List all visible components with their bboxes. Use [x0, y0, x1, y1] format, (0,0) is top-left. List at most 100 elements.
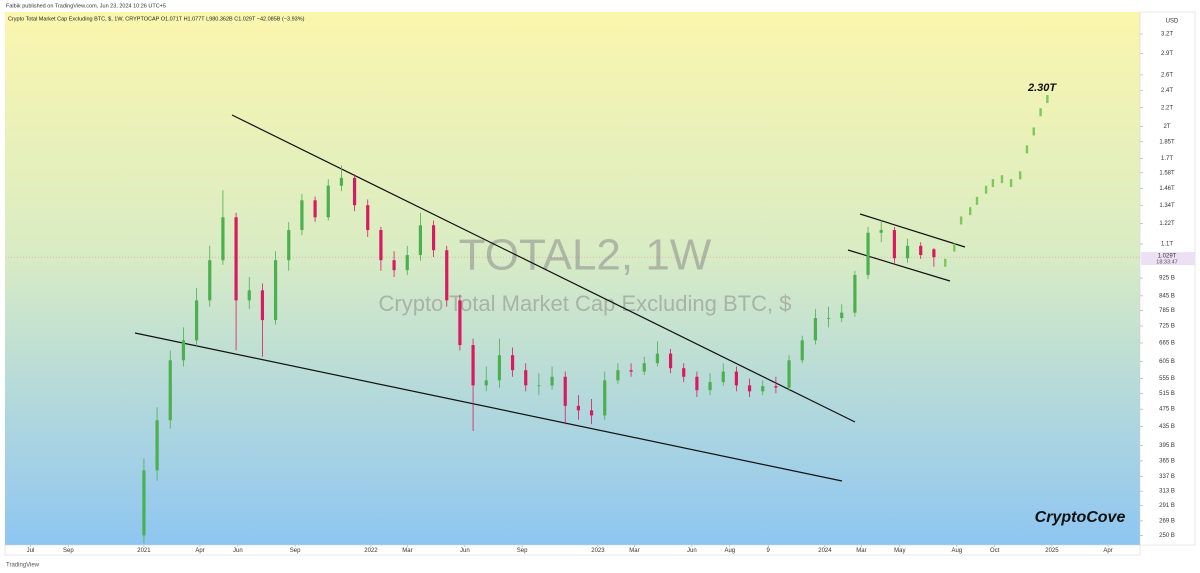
y-tick-label: 725 B	[1159, 324, 1175, 330]
candle-body	[431, 225, 436, 251]
y-tick-label: 269 B	[1159, 519, 1175, 525]
last-price-tag	[1141, 252, 1195, 266]
last-price-label: 1.029T	[1158, 254, 1177, 260]
x-tick-label: Apr	[1103, 548, 1112, 554]
y-tick-label: 337 B	[1159, 474, 1175, 480]
x-tick-label: Jun	[233, 548, 243, 554]
candle-body	[642, 363, 646, 372]
candle-body	[392, 260, 396, 271]
projection-bar	[959, 216, 963, 225]
x-tick-label: Oct	[990, 548, 1000, 554]
lower-trend-line	[134, 332, 843, 482]
watermark-subtitle: Crypto Total Market Cap Excluding BTC, $	[379, 291, 792, 316]
x-tick-label: Aug	[951, 548, 962, 554]
x-tick-label: 2021	[137, 548, 151, 554]
candle-body	[142, 470, 146, 536]
y-tick-label: 785 B	[1159, 308, 1175, 314]
candle-body	[471, 345, 475, 386]
projection-bar	[984, 185, 988, 194]
candle-body	[747, 385, 752, 392]
candle-body	[313, 200, 317, 218]
candle-body	[787, 360, 791, 388]
candle-body	[352, 177, 357, 206]
candle-body	[919, 245, 923, 256]
x-tick-label: Jul	[27, 548, 35, 554]
y-tick-label: 475 B	[1159, 407, 1175, 413]
candle-body	[287, 230, 291, 261]
candle-body	[260, 290, 265, 321]
projection-bar	[1032, 127, 1035, 136]
x-tick-label: Mar	[856, 548, 866, 554]
candle-body	[932, 249, 936, 258]
x-tick-label: Sep	[517, 548, 528, 554]
candle-body	[221, 217, 225, 261]
projection-bar	[1000, 175, 1004, 184]
candle-body	[655, 353, 659, 364]
y-tick-label: 845 B	[1159, 293, 1175, 299]
candle-body	[800, 340, 804, 361]
projection-bar	[1046, 94, 1049, 103]
channel-lower-line	[847, 249, 951, 282]
candle-body	[589, 410, 594, 416]
candle-body	[879, 230, 883, 233]
candle-body	[418, 225, 423, 256]
candle-body	[576, 405, 581, 411]
y-tick-label: 435 B	[1159, 424, 1175, 430]
candle-body	[405, 255, 409, 271]
projection-bar	[1018, 171, 1022, 180]
x-tick-label: Mar	[629, 548, 639, 554]
x-tick-label: Mar	[402, 548, 412, 554]
candle-body	[550, 376, 554, 386]
candle-body	[194, 300, 199, 341]
candle-body	[774, 386, 778, 388]
projection-bar	[1009, 179, 1013, 188]
projection-bar	[1039, 108, 1042, 117]
y-tick-label: 555 B	[1159, 376, 1175, 382]
candles	[142, 94, 1049, 544]
candle-body	[326, 185, 330, 218]
x-tick-label: Aug	[724, 548, 735, 554]
y-tick-label: 1.34T	[1159, 203, 1175, 209]
x-tick-label: 2022	[364, 548, 378, 554]
x-tick-label: Sep	[290, 548, 301, 554]
candle-body	[695, 376, 699, 391]
candle-body	[721, 371, 725, 383]
upper-trend-line	[231, 114, 856, 423]
target-annotation: 2.30T	[1027, 82, 1057, 94]
candle-body	[734, 371, 738, 386]
candle-body	[234, 217, 238, 301]
projection-bar	[975, 196, 979, 205]
candle-body	[247, 290, 251, 301]
candle-body	[826, 318, 831, 319]
published-note: Falbik published on TradingView.com, Jun…	[6, 3, 166, 9]
y-tick-label: 2.6T	[1161, 72, 1173, 78]
projection-bar	[1025, 145, 1029, 154]
y-tick-label: 1.85T	[1159, 139, 1175, 145]
plot-background	[5, 12, 1140, 545]
time-axis-panel	[4, 544, 1141, 556]
candle-body	[510, 355, 515, 371]
candle-body	[616, 370, 620, 381]
currency-label: USD	[1166, 19, 1179, 25]
candle-body	[458, 300, 462, 346]
y-tick-label: 313 B	[1159, 489, 1175, 495]
candle-body	[629, 370, 633, 372]
x-tick-label: Jun	[687, 548, 697, 554]
candle-body	[524, 370, 528, 386]
candle-body	[840, 312, 844, 319]
y-tick-label: 1.46T	[1159, 186, 1175, 192]
footer-brand: TradingView	[6, 563, 40, 569]
trend-lines	[134, 114, 966, 482]
candle-body	[155, 420, 159, 471]
candle-body	[181, 340, 186, 361]
candle-body	[445, 250, 449, 301]
candle-body	[300, 200, 304, 231]
y-tick-label: 1.7T	[1161, 156, 1173, 162]
signature: CryptoCove	[1035, 509, 1126, 526]
x-tick-label: 2023	[591, 548, 605, 554]
projection-bar	[991, 179, 995, 188]
candle-body	[682, 368, 686, 377]
y-tick-label: 365 B	[1159, 458, 1175, 464]
y-tick-label: 1.1T	[1161, 242, 1173, 248]
